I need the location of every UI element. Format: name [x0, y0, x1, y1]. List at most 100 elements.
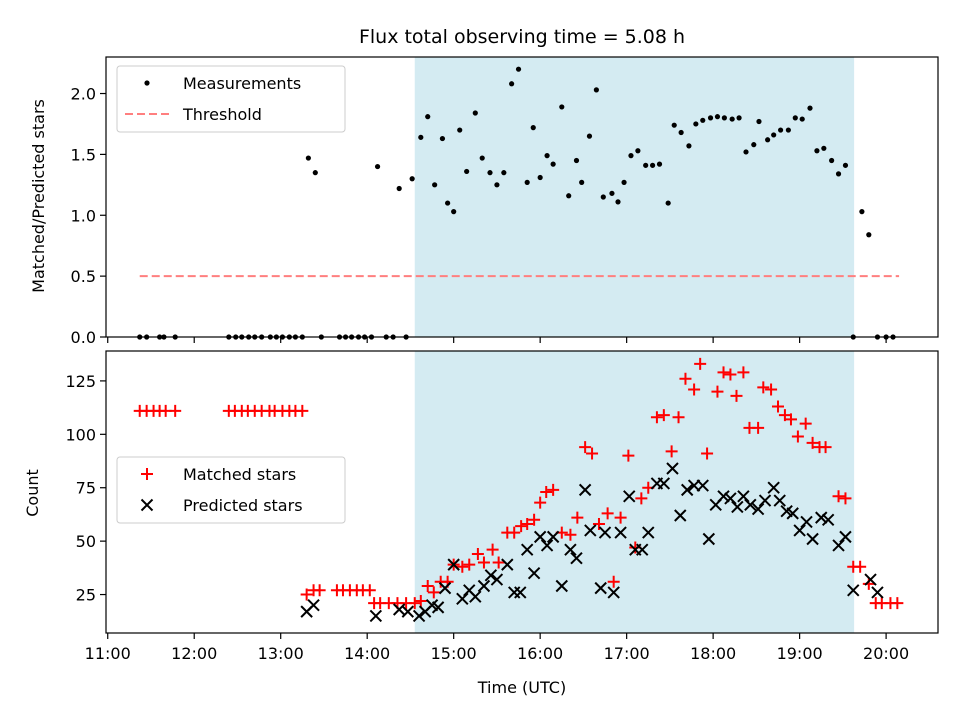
bottom-data-point — [623, 490, 636, 503]
bottom-legend-label: Matched stars — [183, 465, 296, 484]
bottom-data-point — [586, 447, 599, 460]
top-data-point — [721, 115, 727, 121]
top-data-point — [501, 170, 507, 176]
bottom-legend: Matched stars Predicted stars — [116, 456, 346, 524]
bottom-panel: 25 50 75 100 125 11:00 12:00 13:00 14:00 15:00 16:… — [65, 350, 939, 663]
bottom-data-point — [477, 579, 491, 593]
bottom-data-point — [650, 411, 663, 424]
bottom-data-point — [657, 409, 670, 422]
top-data-point — [464, 168, 470, 175]
top-data-point — [785, 127, 791, 133]
bottom-legend-label: Predicted stars — [183, 496, 303, 515]
bottom-data-point — [501, 558, 514, 571]
top-data-point — [707, 115, 714, 121]
top-legend-label: Threshold — [182, 105, 262, 124]
top-data-point — [305, 155, 311, 161]
top-data-point — [643, 162, 649, 168]
top-data-point — [700, 117, 706, 123]
x-tick-label: 11:00 — [85, 644, 131, 663]
bottom-data-point — [737, 366, 750, 379]
top-data-point — [472, 110, 478, 116]
bottom-legend-swatch — [140, 498, 154, 512]
bottom-data-point — [636, 543, 649, 556]
bottom-data-point — [871, 586, 884, 599]
bottom-data-point — [751, 502, 765, 516]
x-tick-label: 14:00 — [344, 644, 390, 663]
bottom-data-point — [806, 436, 819, 449]
bottom-data-point — [778, 409, 791, 422]
top-y-tick-label: 1.5 — [71, 145, 96, 164]
bottom-data-point — [730, 389, 743, 402]
top-legend-swatch — [144, 80, 150, 86]
top-data-point — [866, 232, 872, 238]
bottom-data-point — [806, 532, 819, 546]
x-tick-label: 15:00 — [431, 644, 477, 663]
bottom-data-point — [598, 526, 612, 539]
bottom-series-1 — [300, 462, 884, 623]
bottom-data-point — [520, 543, 534, 556]
x-tick-label: 17:00 — [604, 644, 650, 663]
bottom-data-point — [665, 445, 678, 458]
bottom-data-point — [839, 530, 852, 544]
bottom-data-point — [724, 368, 737, 381]
top-data-point — [635, 148, 641, 154]
bottom-data-point — [679, 372, 692, 385]
top-y-tick-label: 0.0 — [71, 328, 96, 347]
bottom-data-point — [744, 498, 757, 512]
top-y-tick-label: 0.5 — [71, 267, 96, 286]
top-legend-label: Measurements — [183, 74, 301, 93]
bottom-y-axis-label: Count — [23, 469, 42, 517]
bottom-data-point — [832, 539, 845, 552]
top-data-point — [425, 114, 431, 120]
bottom-data-point — [471, 547, 484, 560]
top-data-point — [814, 148, 820, 154]
top-legend: Measurements Threshold — [116, 65, 346, 133]
bottom-data-point — [701, 447, 714, 460]
top-data-point — [550, 161, 556, 167]
bottom-data-point — [484, 569, 498, 582]
top-data-point — [671, 122, 677, 128]
bottom-data-point — [169, 404, 182, 417]
bottom-data-point — [579, 441, 592, 454]
top-data-point — [777, 127, 784, 133]
top-data-point — [656, 161, 663, 167]
bottom-data-point — [427, 586, 440, 599]
bottom-data-point — [737, 490, 750, 503]
bottom-data-point — [594, 581, 607, 595]
top-data-point — [524, 179, 530, 185]
bottom-data-point — [674, 509, 687, 522]
bottom-data-point — [607, 586, 620, 599]
top-data-point — [835, 171, 842, 177]
bottom-data-point — [793, 524, 806, 537]
bottom-data-point — [711, 385, 724, 398]
top-data-point — [559, 104, 565, 110]
bottom-data-point — [540, 486, 553, 498]
top-data-point — [678, 129, 684, 136]
bottom-data-point — [752, 421, 765, 434]
top-y-axis-label: Matched/Predicted stars — [29, 99, 48, 293]
bottom-data-point — [800, 515, 813, 529]
bottom-data-point — [401, 605, 415, 618]
bottom-data-point — [469, 590, 482, 603]
x-tick-label: 19:00 — [777, 644, 823, 663]
bottom-data-point — [854, 560, 867, 573]
bottom-data-point — [799, 417, 812, 430]
bottom-data-point — [438, 581, 452, 595]
chart-title: Flux total observing time = 5.08 h — [359, 26, 685, 48]
bottom-data-point — [819, 441, 832, 454]
top-data-point — [600, 194, 606, 200]
bottom-data-point — [421, 580, 434, 592]
bottom-data-point — [622, 449, 635, 462]
bottom-data-point — [486, 543, 499, 556]
bottom-data-point — [514, 586, 527, 599]
bottom-data-point — [717, 366, 730, 379]
top-shaded-span — [414, 57, 855, 337]
bottom-data-point — [527, 566, 541, 580]
bottom-data-point — [666, 462, 679, 475]
bottom-data-point — [592, 518, 605, 531]
bottom-data-point — [363, 584, 376, 597]
top-data-point — [751, 142, 757, 148]
top-data-point — [409, 176, 415, 182]
bottom-data-point — [688, 383, 701, 396]
